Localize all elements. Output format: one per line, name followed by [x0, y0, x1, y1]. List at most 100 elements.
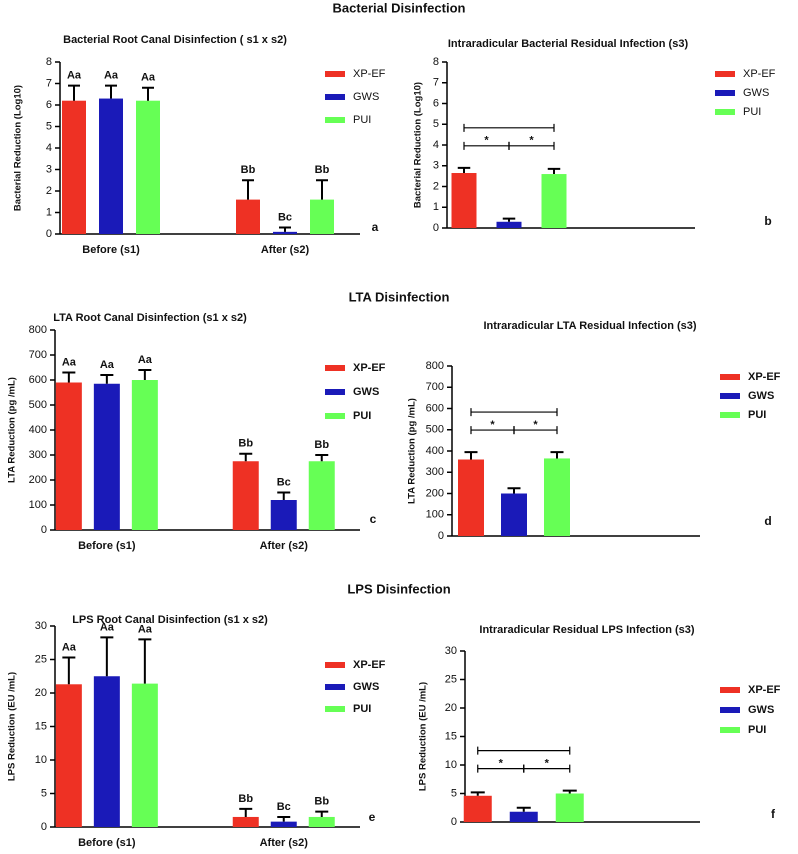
- bar: [308, 816, 335, 827]
- y-tick-label: 100: [29, 499, 47, 511]
- group-letter: Aa: [62, 641, 77, 653]
- group-letter: Bb: [314, 439, 329, 451]
- significance-label: *: [484, 135, 489, 147]
- panel-label: a: [372, 220, 379, 234]
- legend-swatch: [325, 706, 345, 712]
- panel-label: d: [764, 514, 771, 528]
- significance-label: *: [490, 419, 495, 431]
- bar: [544, 458, 570, 536]
- y-tick-label: 600: [29, 374, 47, 386]
- panel-label: c: [370, 512, 377, 526]
- legend-swatch: [325, 71, 345, 77]
- legend-label: PUI: [743, 106, 761, 118]
- x-tick-label: Before (s1): [78, 540, 136, 552]
- group-letter: Bc: [277, 801, 291, 813]
- group-letter: Bb: [238, 438, 253, 450]
- y-tick-label: 0: [41, 524, 47, 536]
- y-tick-label: 7: [46, 77, 52, 89]
- group-letter: Bb: [241, 164, 256, 176]
- bar: [99, 98, 123, 234]
- chart-title: Bacterial Root Canal Disinfection ( s1 x…: [63, 34, 287, 46]
- error-bar: [502, 217, 516, 222]
- significance-bracket: [513, 426, 558, 435]
- chart-title: LTA Root Canal Disinfection (s1 x s2): [53, 312, 247, 324]
- y-tick-label: 4: [433, 139, 439, 151]
- section-title: Bacterial Disinfection: [333, 0, 466, 15]
- legend-label: PUI: [353, 410, 371, 422]
- y-tick-label: 0: [433, 222, 439, 234]
- significance-bracket: [463, 123, 555, 132]
- panel-label: e: [369, 810, 376, 824]
- y-tick-label: 10: [445, 759, 457, 771]
- error-bar: [138, 369, 152, 380]
- y-tick-label: 0: [438, 530, 444, 542]
- legend-swatch: [325, 662, 345, 668]
- legend-label: GWS: [743, 87, 769, 99]
- bar: [451, 173, 477, 228]
- legend-label: PUI: [353, 703, 371, 715]
- legend-swatch: [720, 412, 740, 418]
- bar: [232, 816, 259, 827]
- group-letter: Aa: [100, 359, 115, 371]
- y-tick-label: 2: [433, 180, 439, 192]
- bar: [62, 100, 86, 234]
- group-letter: Bb: [238, 793, 253, 805]
- bar: [136, 100, 160, 234]
- legend-swatch: [325, 389, 345, 395]
- x-tick-label: After (s2): [260, 837, 309, 849]
- group-letter: Aa: [141, 72, 156, 84]
- error-bar: [277, 815, 291, 822]
- bar: [308, 461, 335, 530]
- group-letter: Bc: [277, 476, 291, 488]
- error-bar: [62, 656, 76, 685]
- error-bar: [100, 636, 114, 677]
- y-tick-label: 800: [426, 360, 444, 372]
- y-axis-label: LTA Reduction (pg /mL): [7, 377, 18, 483]
- group-letter: Aa: [138, 623, 153, 635]
- error-bar: [105, 84, 117, 99]
- legend-label: XP-EF: [353, 659, 386, 671]
- y-tick-label: 700: [426, 381, 444, 393]
- bar: [541, 174, 567, 228]
- bar: [232, 461, 259, 530]
- y-tick-label: 8: [46, 56, 52, 68]
- y-axis-label: Bacterial Reduction (Log10): [413, 82, 424, 208]
- x-tick-label: Before (s1): [78, 837, 136, 849]
- legend-swatch: [715, 71, 735, 77]
- y-axis-label: LPS Reduction (EU /mL): [418, 682, 429, 791]
- bar: [458, 459, 484, 536]
- bar: [55, 382, 82, 530]
- legend-label: XP-EF: [748, 371, 781, 383]
- group-letter: Aa: [62, 356, 77, 368]
- error-bar: [62, 371, 76, 383]
- error-bar: [315, 454, 329, 462]
- y-tick-label: 30: [35, 620, 47, 632]
- legend-label: PUI: [748, 409, 766, 421]
- group-letter: Bc: [278, 211, 292, 223]
- significance-label: *: [533, 419, 538, 431]
- bar: [310, 199, 334, 234]
- legend-swatch: [325, 94, 345, 100]
- bar: [93, 383, 120, 530]
- y-tick-label: 5: [433, 118, 439, 130]
- y-tick-label: 300: [426, 466, 444, 478]
- legend-label: GWS: [748, 390, 774, 402]
- bar: [463, 795, 492, 822]
- legend-swatch: [715, 90, 735, 96]
- legend-label: GWS: [353, 681, 379, 693]
- error-bar: [516, 806, 531, 812]
- y-tick-label: 300: [29, 449, 47, 461]
- legend-swatch: [720, 687, 740, 693]
- legend-swatch: [325, 684, 345, 690]
- y-tick-label: 15: [35, 720, 47, 732]
- y-tick-label: 3: [46, 163, 52, 175]
- legend-label: XP-EF: [743, 68, 776, 80]
- error-bar: [470, 791, 485, 796]
- significance-bracket: [523, 764, 571, 773]
- bar: [131, 683, 158, 827]
- y-tick-label: 3: [433, 160, 439, 172]
- y-tick-label: 200: [29, 474, 47, 486]
- y-tick-label: 700: [29, 349, 47, 361]
- group-letter: Aa: [67, 70, 82, 82]
